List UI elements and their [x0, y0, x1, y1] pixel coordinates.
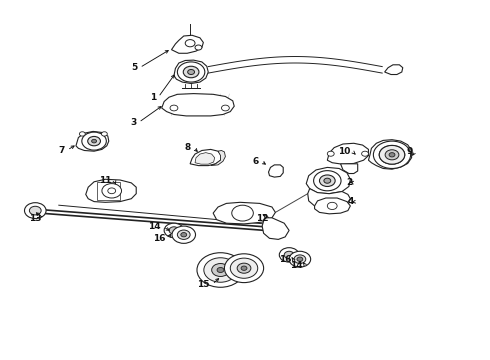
Circle shape — [294, 255, 306, 264]
Circle shape — [297, 257, 303, 261]
Circle shape — [170, 105, 178, 111]
Circle shape — [212, 264, 229, 276]
Text: 9: 9 — [406, 147, 413, 156]
Circle shape — [169, 227, 179, 234]
Text: 15: 15 — [197, 280, 210, 289]
Text: 16: 16 — [278, 256, 291, 264]
Text: 6: 6 — [252, 157, 259, 166]
Circle shape — [102, 184, 122, 198]
Circle shape — [108, 188, 116, 194]
Polygon shape — [97, 182, 120, 200]
Polygon shape — [162, 94, 234, 116]
Circle shape — [195, 45, 202, 50]
Circle shape — [101, 132, 107, 136]
Text: 13: 13 — [29, 214, 42, 223]
Text: 16: 16 — [153, 234, 166, 243]
Text: 5: 5 — [131, 63, 137, 72]
Circle shape — [319, 175, 335, 186]
Circle shape — [241, 266, 247, 270]
Circle shape — [172, 226, 196, 243]
Polygon shape — [306, 167, 350, 194]
Polygon shape — [269, 165, 283, 177]
Circle shape — [379, 145, 405, 164]
Polygon shape — [341, 164, 358, 174]
Polygon shape — [213, 202, 275, 224]
Circle shape — [362, 151, 368, 156]
Circle shape — [373, 141, 411, 168]
Text: 2: 2 — [346, 179, 353, 188]
Text: 10: 10 — [338, 148, 350, 157]
Circle shape — [237, 263, 251, 273]
Polygon shape — [368, 140, 412, 169]
Circle shape — [92, 139, 97, 143]
Text: 1: 1 — [149, 93, 156, 102]
Circle shape — [279, 248, 299, 262]
Circle shape — [224, 254, 264, 283]
Polygon shape — [315, 198, 350, 214]
Text: 7: 7 — [58, 146, 65, 155]
Text: 14: 14 — [290, 261, 303, 270]
Circle shape — [385, 150, 399, 160]
Circle shape — [232, 205, 253, 221]
Text: 14: 14 — [148, 222, 161, 231]
Circle shape — [188, 69, 195, 75]
Circle shape — [389, 153, 395, 157]
Circle shape — [197, 253, 244, 287]
Circle shape — [164, 223, 184, 238]
Circle shape — [82, 132, 106, 150]
Circle shape — [314, 171, 341, 191]
Circle shape — [221, 105, 229, 111]
Circle shape — [88, 136, 100, 146]
Circle shape — [327, 151, 334, 156]
Polygon shape — [327, 143, 368, 164]
Circle shape — [79, 132, 85, 136]
Circle shape — [324, 178, 331, 183]
Circle shape — [379, 145, 405, 164]
Polygon shape — [76, 131, 109, 151]
Text: 12: 12 — [256, 214, 269, 223]
Polygon shape — [190, 149, 221, 166]
Polygon shape — [211, 150, 225, 166]
Circle shape — [177, 62, 205, 82]
Polygon shape — [308, 189, 350, 208]
Circle shape — [181, 233, 187, 237]
Polygon shape — [262, 218, 289, 239]
Polygon shape — [86, 179, 136, 202]
Text: 8: 8 — [185, 143, 191, 152]
Circle shape — [230, 258, 258, 278]
Circle shape — [183, 66, 199, 78]
Circle shape — [284, 251, 294, 258]
Circle shape — [24, 203, 46, 219]
Circle shape — [29, 206, 41, 215]
Circle shape — [185, 40, 195, 47]
Text: 3: 3 — [130, 118, 136, 127]
Polygon shape — [195, 153, 215, 164]
Polygon shape — [172, 35, 203, 53]
Circle shape — [177, 230, 190, 239]
Circle shape — [204, 258, 237, 282]
Circle shape — [217, 267, 224, 273]
Text: 11: 11 — [99, 176, 112, 185]
Circle shape — [327, 202, 337, 210]
Circle shape — [389, 153, 395, 157]
Polygon shape — [174, 60, 208, 84]
Circle shape — [385, 150, 399, 160]
Text: 4: 4 — [347, 197, 354, 206]
Circle shape — [289, 251, 311, 267]
Polygon shape — [385, 65, 403, 75]
